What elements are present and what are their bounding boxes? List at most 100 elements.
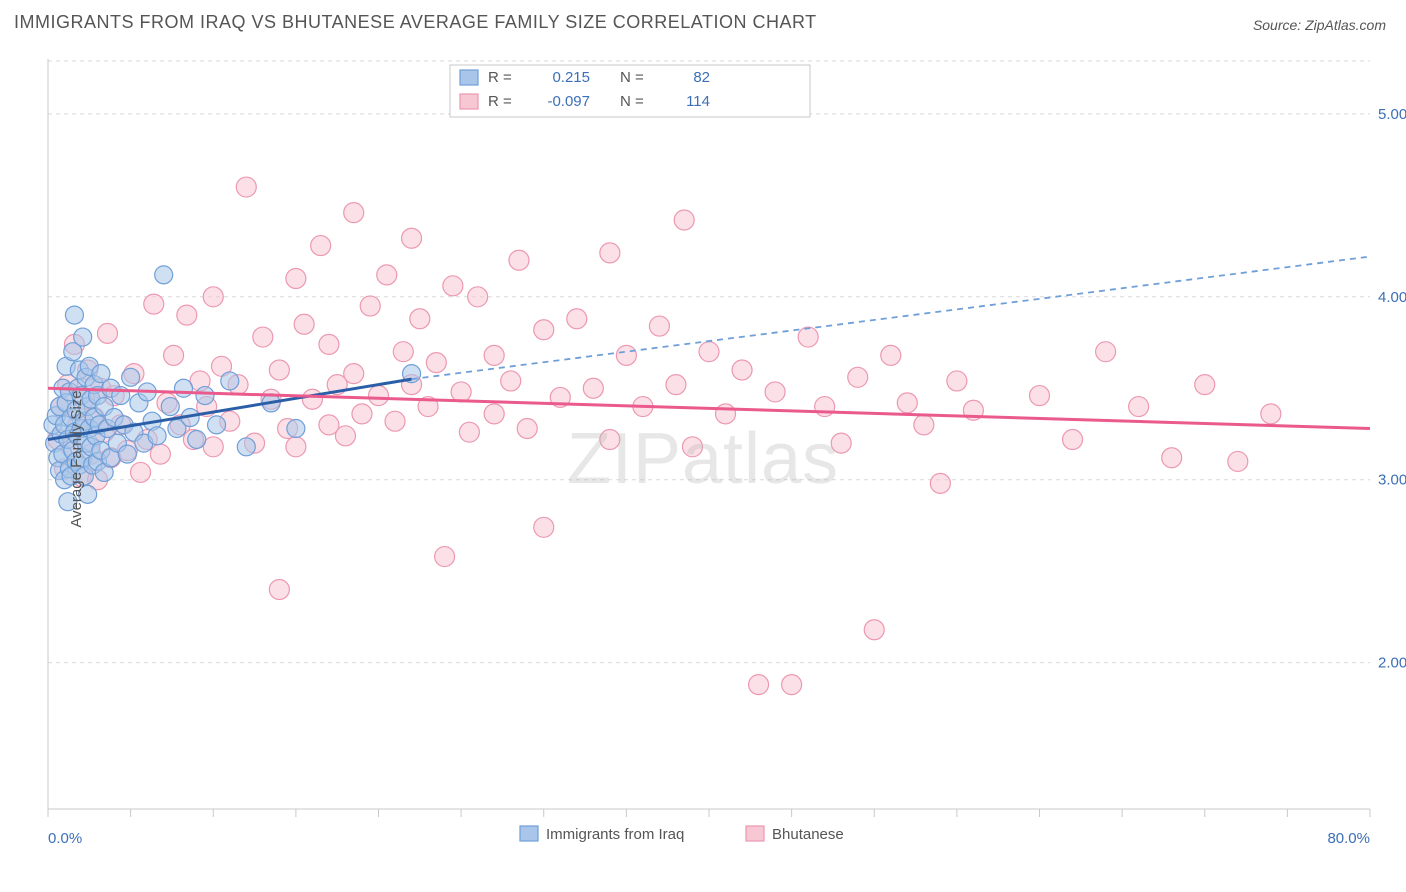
scatter-point	[287, 420, 305, 438]
legend-swatch	[520, 826, 538, 841]
scatter-point	[930, 473, 950, 493]
legend-series-label: Bhutanese	[772, 826, 844, 843]
scatter-point	[236, 177, 256, 197]
legend-swatch	[460, 70, 478, 85]
scatter-point	[208, 416, 226, 434]
y-tick-label: 3.00	[1378, 472, 1406, 489]
scatter-point	[286, 437, 306, 457]
scatter-point	[517, 419, 537, 439]
scatter-point	[118, 445, 136, 463]
scatter-point	[782, 675, 802, 695]
scatter-point	[426, 353, 446, 373]
legend-r-value: 0.215	[552, 69, 590, 86]
scatter-point	[144, 294, 164, 314]
scatter-point	[765, 382, 785, 402]
scatter-point	[203, 287, 223, 307]
scatter-point	[237, 438, 255, 456]
scatter-point	[294, 314, 314, 334]
legend-r-label: R =	[488, 69, 512, 86]
scatter-point	[221, 372, 239, 390]
scatter-point	[344, 364, 364, 384]
scatter-point	[352, 404, 372, 424]
x-min-label: 0.0%	[48, 830, 82, 847]
scatter-point	[360, 296, 380, 316]
chart-title: IMMIGRANTS FROM IRAQ VS BHUTANESE AVERAG…	[14, 12, 817, 33]
scatter-point	[393, 342, 413, 362]
chart-header: IMMIGRANTS FROM IRAQ VS BHUTANESE AVERAG…	[0, 0, 1406, 39]
scatter-point	[749, 675, 769, 695]
scatter-point	[269, 360, 289, 380]
scatter-point	[848, 367, 868, 387]
scatter-point	[649, 316, 669, 336]
scatter-point	[1129, 397, 1149, 417]
scatter-point	[914, 415, 934, 435]
scatter-point	[1030, 386, 1050, 406]
scatter-point	[732, 360, 752, 380]
scatter-point	[864, 620, 884, 640]
scatter-point	[97, 323, 117, 343]
y-tick-label: 2.00	[1378, 655, 1406, 672]
y-tick-label: 5.00	[1378, 106, 1406, 123]
scatter-point	[600, 243, 620, 263]
scatter-point	[435, 547, 455, 567]
scatter-point	[682, 437, 702, 457]
legend-r-label: R =	[488, 93, 512, 110]
scatter-point	[161, 398, 179, 416]
trendline	[48, 388, 1370, 428]
scatter-point	[666, 375, 686, 395]
scatter-point	[402, 228, 422, 248]
scatter-point	[1195, 375, 1215, 395]
scatter-point	[484, 404, 504, 424]
scatter-point	[148, 427, 166, 445]
scatter-point	[377, 265, 397, 285]
legend-r-value: -0.097	[547, 93, 590, 110]
scatter-point	[583, 378, 603, 398]
scatter-point	[385, 411, 405, 431]
scatter-point	[175, 379, 193, 397]
scatter-point	[451, 382, 471, 402]
scatter-point	[150, 444, 170, 464]
scatter-point	[616, 345, 636, 365]
legend-n-label: N =	[620, 93, 644, 110]
scatter-point	[74, 328, 92, 346]
scatter-point	[947, 371, 967, 391]
scatter-point	[674, 210, 694, 230]
scatter-point	[131, 462, 151, 482]
scatter-point	[716, 404, 736, 424]
scatter-point	[122, 368, 140, 386]
scatter-point	[196, 387, 214, 405]
scatter-point	[468, 287, 488, 307]
x-max-label: 80.0%	[1327, 830, 1370, 847]
scatter-point	[164, 345, 184, 365]
scatter-point	[881, 345, 901, 365]
scatter-point	[699, 342, 719, 362]
scatter-point	[253, 327, 273, 347]
scatter-point	[188, 430, 206, 448]
y-axis-label: Average Family Size	[68, 390, 85, 527]
scatter-point	[897, 393, 917, 413]
legend-n-value: 114	[686, 93, 710, 110]
correlation-scatter-chart: 2.003.004.005.000.0%80.0%R =0.215N =82R …	[0, 39, 1406, 879]
scatter-point	[443, 276, 463, 296]
legend-n-label: N =	[620, 69, 644, 86]
scatter-point	[65, 306, 83, 324]
scatter-point	[302, 389, 322, 409]
scatter-point	[311, 236, 331, 256]
scatter-point	[1162, 448, 1182, 468]
scatter-point	[286, 269, 306, 289]
scatter-point	[798, 327, 818, 347]
scatter-point	[155, 266, 173, 284]
scatter-point	[369, 386, 389, 406]
scatter-point	[567, 309, 587, 329]
scatter-point	[600, 429, 620, 449]
scatter-point	[534, 517, 554, 537]
legend-n-value: 82	[693, 69, 710, 86]
chart-container: Average Family Size ZIPatlas 2.003.004.0…	[0, 39, 1406, 879]
scatter-point	[459, 422, 479, 442]
legend-swatch	[460, 94, 478, 109]
scatter-point	[177, 305, 197, 325]
scatter-point	[410, 309, 430, 329]
scatter-point	[831, 433, 851, 453]
legend-series-label: Immigrants from Iraq	[546, 826, 684, 843]
legend-swatch	[746, 826, 764, 841]
